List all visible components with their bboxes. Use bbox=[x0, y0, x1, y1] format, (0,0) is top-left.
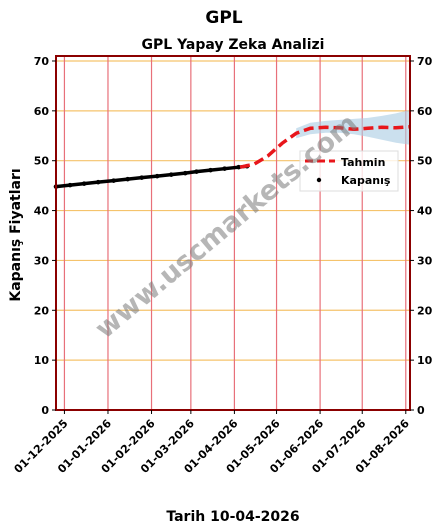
close-point bbox=[81, 181, 87, 186]
y-tick-label: 10 bbox=[34, 354, 50, 367]
y-tick-label: 70 bbox=[34, 55, 50, 68]
legend-kapanis-swatch bbox=[316, 177, 322, 183]
legend-tahmin-label: Tahmin bbox=[341, 156, 385, 169]
close-point bbox=[194, 169, 199, 174]
y-tick-label-right: 20 bbox=[417, 304, 433, 317]
y-ticks-right: 0 10 20 30 40 50 60 70 bbox=[410, 55, 433, 417]
y-tick-label: 40 bbox=[34, 205, 50, 218]
y-axis-label: Kapanış Fiyatları bbox=[8, 168, 24, 301]
close-point bbox=[139, 175, 144, 180]
y-tick-label-right: 30 bbox=[417, 254, 433, 267]
grid bbox=[56, 56, 410, 411]
close-point bbox=[168, 172, 174, 177]
y-tick-label: 0 bbox=[41, 404, 49, 417]
y-tick-label: 60 bbox=[34, 105, 50, 118]
legend: Tahmin Kapanış bbox=[299, 150, 399, 192]
watermark: www.uscmarkets.com bbox=[89, 108, 363, 345]
close-point bbox=[236, 164, 241, 170]
y-tick-label-right: 60 bbox=[417, 105, 433, 118]
close-point bbox=[154, 173, 160, 179]
footer-date: Tarih 10-04-2026 bbox=[166, 509, 299, 525]
forecast-band-layer bbox=[296, 109, 410, 145]
y-ticks-left: 0 10 20 30 40 50 60 70 bbox=[34, 55, 56, 417]
y-tick-label: 30 bbox=[34, 254, 50, 267]
y-tick-label-right: 40 bbox=[417, 205, 433, 218]
close-series-layer bbox=[53, 163, 250, 189]
close-point bbox=[111, 178, 116, 183]
y-tick-label-right: 70 bbox=[417, 55, 433, 68]
close-point bbox=[67, 182, 73, 188]
ticker-heading: GPL bbox=[205, 8, 242, 28]
close-point bbox=[208, 167, 213, 173]
forecast-series-line bbox=[239, 125, 411, 169]
y-tick-label: 50 bbox=[34, 155, 50, 168]
legend-kapanis-label: Kapanış bbox=[341, 174, 391, 187]
close-point bbox=[125, 176, 130, 182]
x-ticks: 01-12-202501-01-202601-02-202601-03-2026… bbox=[12, 410, 412, 476]
close-point bbox=[182, 170, 188, 176]
legend-box bbox=[299, 150, 399, 192]
forecast-band bbox=[296, 109, 410, 145]
y-tick-label-right: 50 bbox=[417, 155, 433, 168]
plot-frame bbox=[55, 55, 411, 411]
close-point bbox=[222, 166, 227, 171]
chart-title: GPL Yapay Zeka Analizi bbox=[142, 37, 325, 53]
close-point bbox=[95, 179, 101, 185]
y-tick-label: 20 bbox=[34, 304, 50, 317]
y-tick-label-right: 0 bbox=[417, 404, 425, 417]
forecast-series-layer bbox=[239, 125, 411, 169]
y-tick-label-right: 10 bbox=[417, 354, 433, 367]
